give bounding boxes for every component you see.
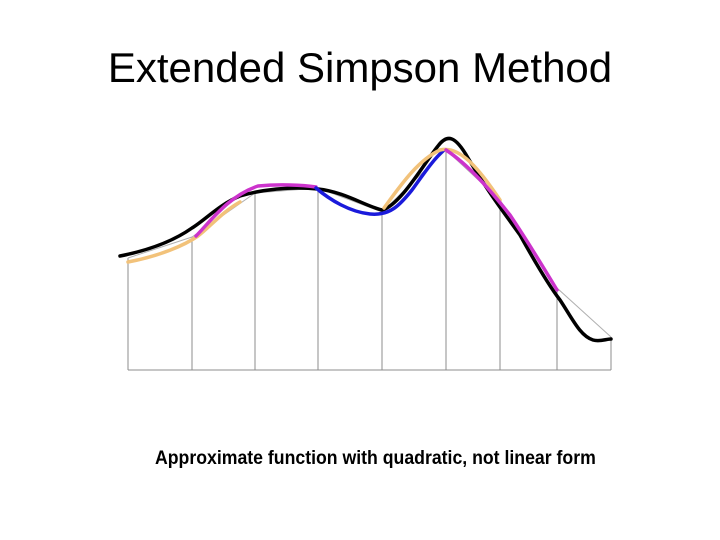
quadratic-segment-orange <box>382 147 502 210</box>
linear-chords <box>127 149 612 338</box>
interval-gridlines <box>127 150 612 370</box>
quadratic-segment-blue <box>314 148 446 216</box>
slide-title: Extended Simpson Method <box>107 44 613 91</box>
quadratic-segment-magenta <box>444 148 559 292</box>
caption: Approximate function with quadratic, not… <box>155 448 596 469</box>
quadratic-segment-magenta <box>194 183 318 238</box>
